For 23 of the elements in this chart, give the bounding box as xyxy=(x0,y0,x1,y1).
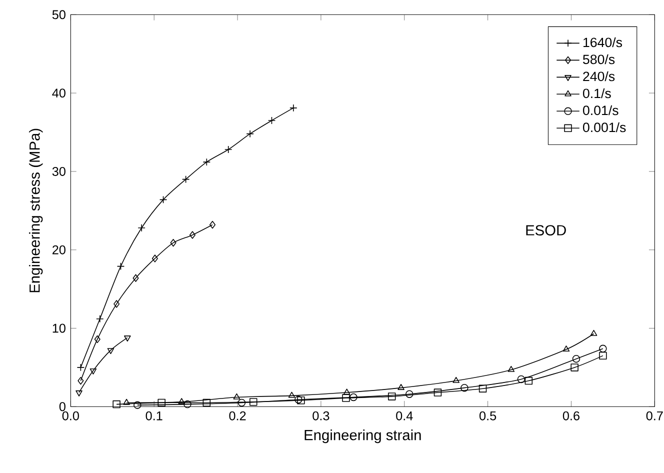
y-tick-label: 50 xyxy=(52,10,66,19)
y-tick-label: 0 xyxy=(59,402,66,411)
x-axis-title: Engineering strain xyxy=(304,429,421,443)
annotation: ESOD xyxy=(526,224,566,236)
y-tick-label: 10 xyxy=(52,324,66,333)
legend-label: 240/s xyxy=(583,71,615,81)
legend-label: 0.1/s xyxy=(582,88,611,98)
y-axis-title: Engineering stress (MPa) xyxy=(29,128,43,292)
x-tick-label: 0.3 xyxy=(312,411,330,420)
legend-label: 0.001/s xyxy=(582,122,626,132)
y-tick-label: 40 xyxy=(52,88,66,98)
x-tick-label: 0.4 xyxy=(396,411,413,420)
legend-label: 1640/s xyxy=(583,37,622,47)
legend-label: 580/s xyxy=(583,54,615,64)
x-tick-label: 0.1 xyxy=(146,411,162,420)
y-tick-label: 30 xyxy=(52,166,66,176)
x-tick-label: 0.7 xyxy=(646,411,663,420)
x-tick-label: 0.5 xyxy=(480,411,496,420)
x-tick-label: 0.6 xyxy=(562,411,580,420)
x-tick-label: 0.0 xyxy=(62,411,79,420)
x-tick-label: 0.2 xyxy=(229,411,246,420)
legend-label: 0.01/s xyxy=(582,105,618,115)
y-tick-label: 20 xyxy=(52,245,66,254)
